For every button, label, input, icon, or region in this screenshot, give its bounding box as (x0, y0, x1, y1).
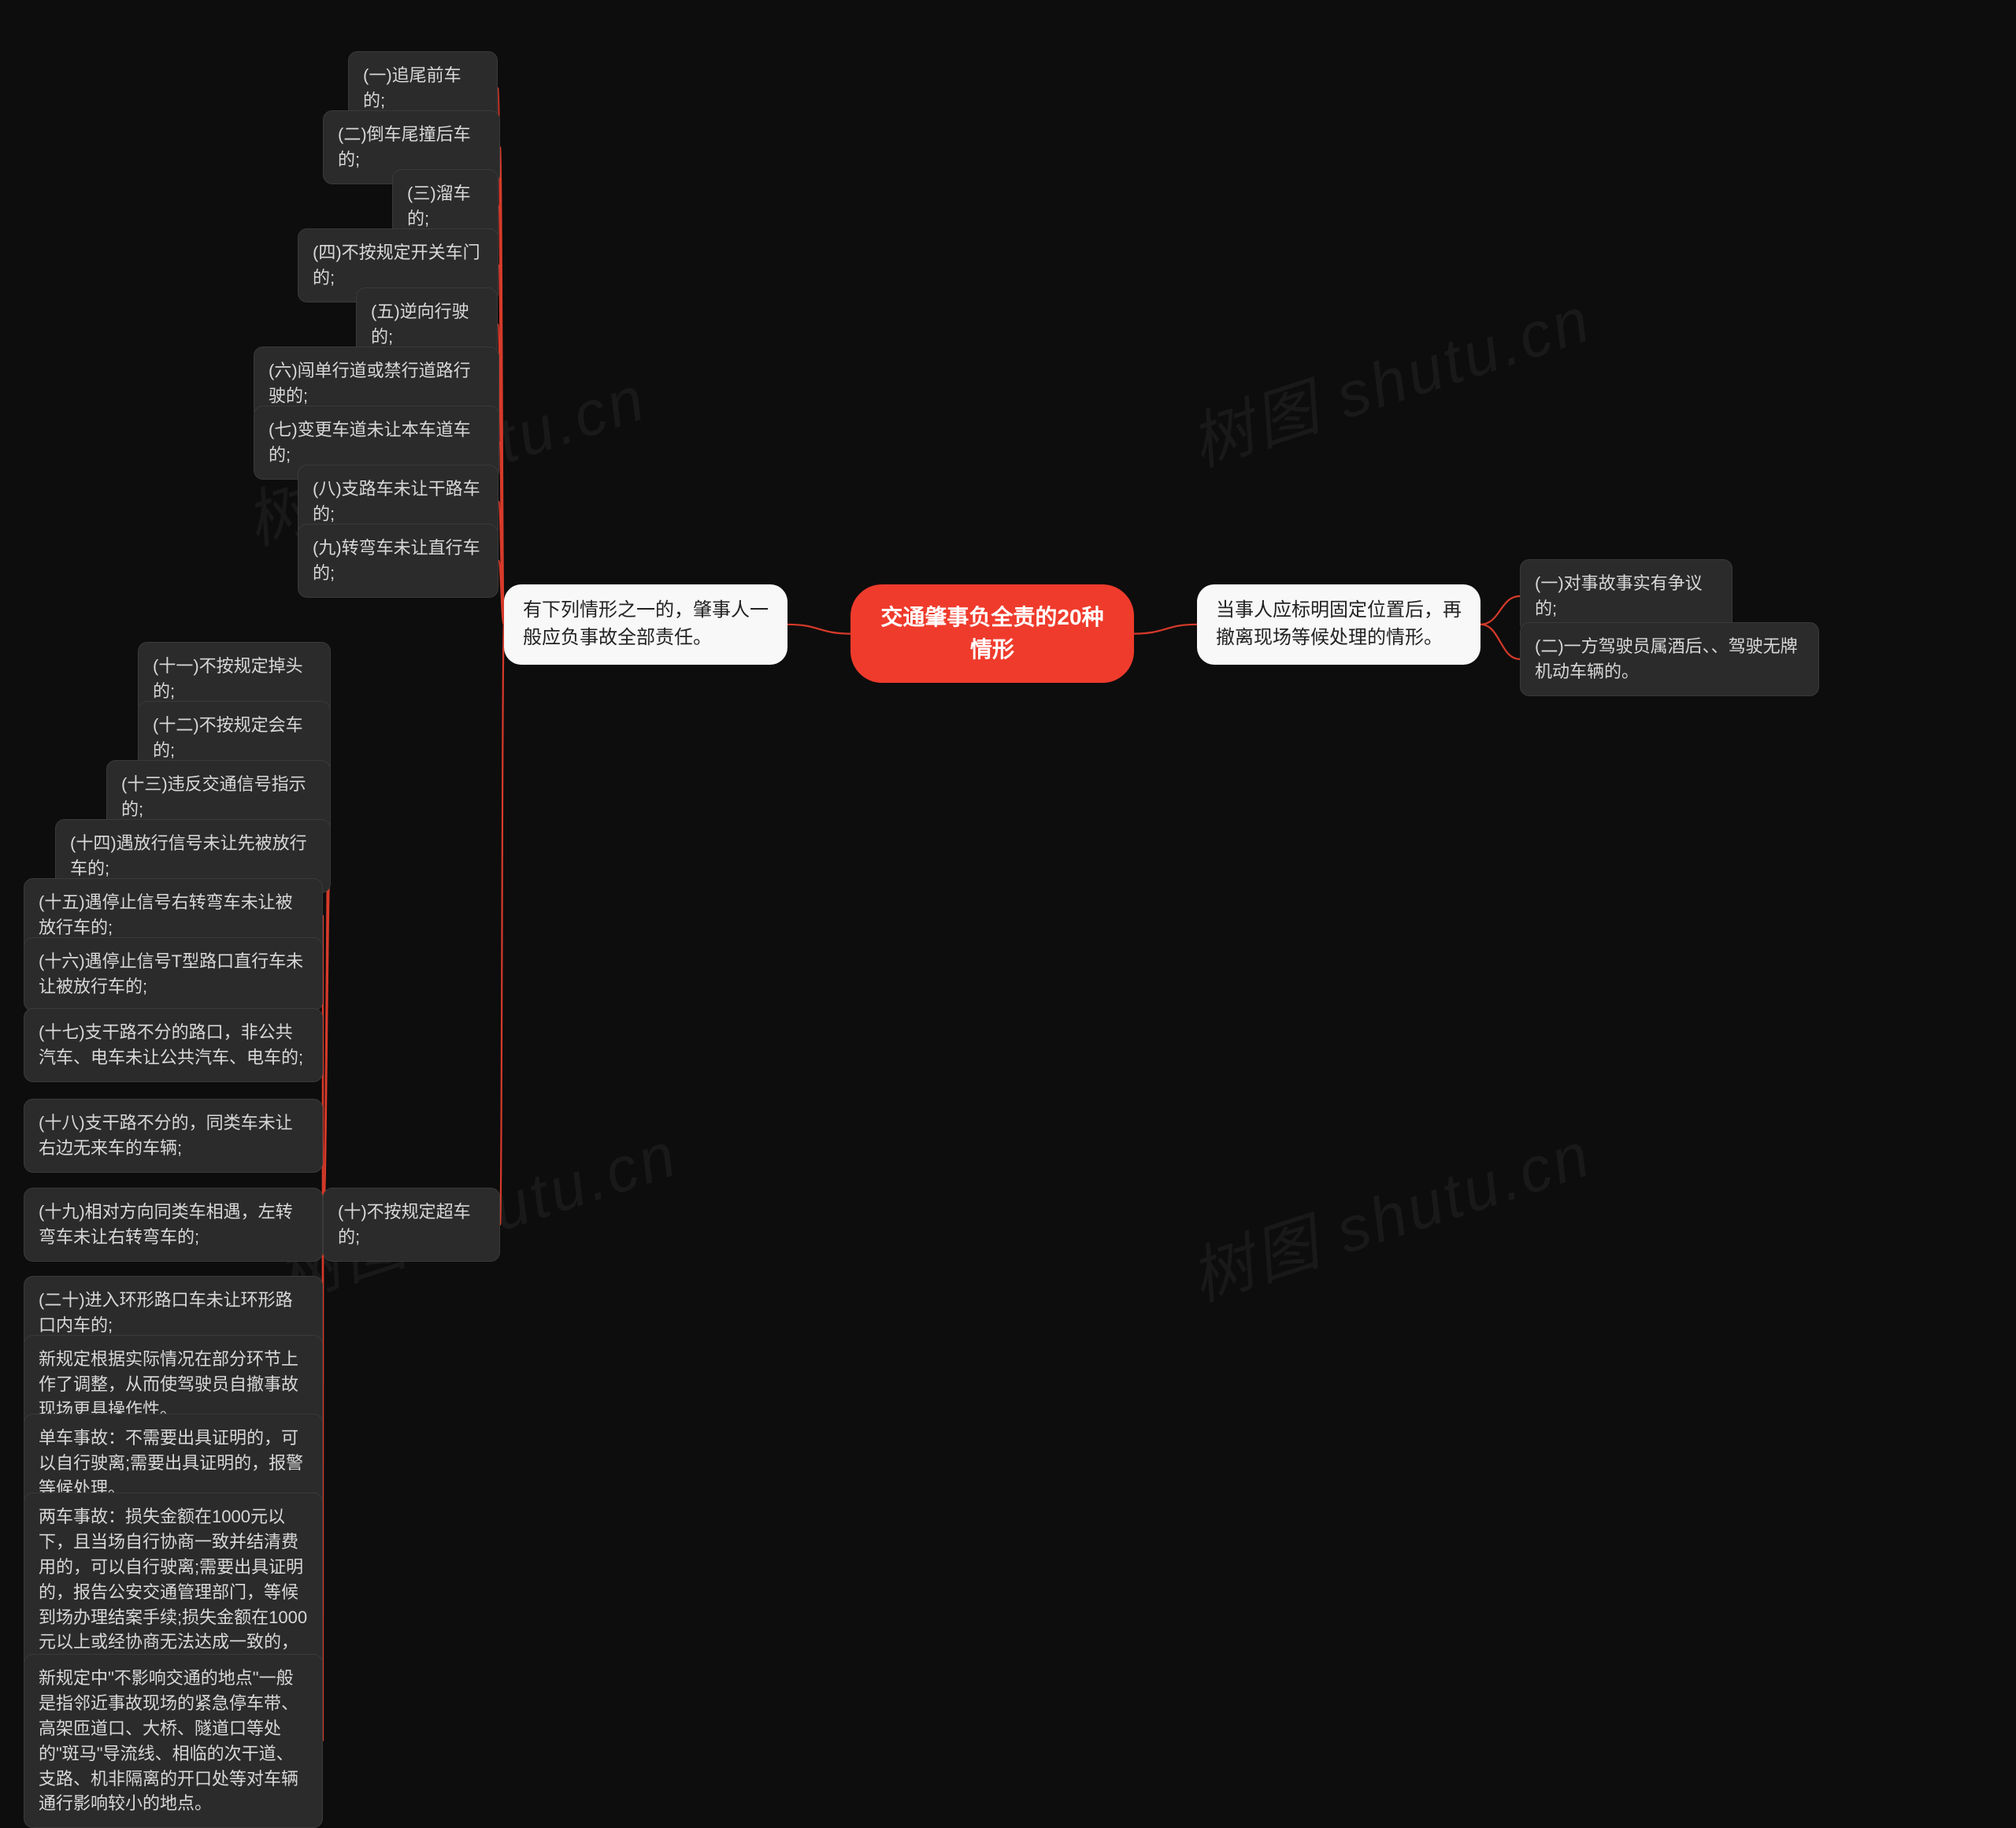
sub-leaf: 新规定中"不影响交通的地点"一般是指邻近事故现场的紧急停车带、高架匝道口、大桥、… (24, 1654, 323, 1828)
root-node: 交通肇事负全责的20种情形 (850, 584, 1134, 683)
watermark: 树图 shutu.cn (1177, 1103, 1602, 1319)
sub-leaf: (十九)相对方向同类车相遇，左转弯车未让右转弯车的; (24, 1188, 323, 1262)
right-leaf: (二)一方驾驶员属酒后、、驾驶无牌机动车辆的。 (1520, 622, 1819, 696)
right-branch-node: 当事人应标明固定位置后，再撤离现场等候处理的情形。 (1197, 584, 1480, 665)
sub-leaf: (十八)支干路不分的，同类车未让右边无来车的车辆; (24, 1099, 323, 1173)
left-leaf: (九)转弯车未让直行车的; (298, 524, 498, 598)
sub-leaf: (十六)遇停止信号T型路口直行车未让被放行车的; (24, 937, 323, 1011)
mindmap-canvas: 树图 shutu.cn 树图 shutu.cn 树图 shutu.cn 树图 s… (0, 0, 2016, 1785)
sub-leaf: (十七)支干路不分的路口，非公共汽车、电车未让公共汽车、电车的; (24, 1008, 323, 1082)
left-leaf-10: (十)不按规定超车的; (323, 1188, 500, 1262)
left-branch-node: 有下列情形之一的，肇事人一般应负事故全部责任。 (504, 584, 788, 665)
watermark: 树图 shutu.cn (1177, 269, 1602, 484)
